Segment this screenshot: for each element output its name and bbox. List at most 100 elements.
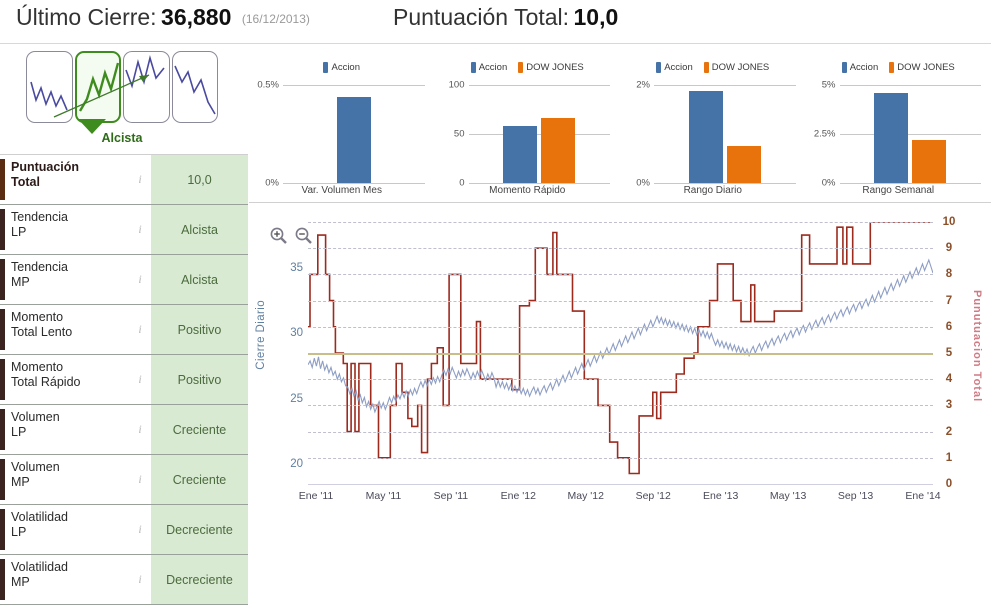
legend-swatch [518,62,524,73]
zoom-out-icon[interactable] [294,226,313,245]
sidebar: Alcista Puntuación Total i 10,0 Tendencia LP i… [0,45,248,612]
x-tick: May '13 [769,490,807,502]
mini-gridline [468,134,610,135]
x-tick: Ene '14 [905,490,941,502]
legend-swatch [470,62,476,73]
mini-chart-title: Momento Rápido [489,185,566,196]
mini-chart-plot: 0% 2.5% 5% [814,80,982,189]
mini-bar[interactable] [336,96,371,183]
legend-label: Accion [849,62,879,73]
indicator-accent-bar [0,309,5,350]
info-icon[interactable]: i [138,172,142,186]
mini-gridline [468,183,610,184]
mini-chart-legend: Accion [249,62,435,73]
indicator-row[interactable]: Volumen LP i Creciente [0,405,248,455]
y-tick-right: 10 [942,216,956,228]
indicator-label: Tendencia LP [11,210,68,239]
total-score-block: Puntuación Total: 10,0 [393,4,618,31]
pattern-panels [26,51,219,123]
legend-swatch [889,62,895,73]
pattern-cell-2[interactable] [123,51,170,123]
mini-y-tick: 2% [636,79,650,91]
info-icon[interactable]: i [138,472,142,486]
pattern-sparkline-up-icon [78,62,119,112]
info-icon[interactable]: i [138,372,142,386]
zoom-in-icon[interactable] [269,226,288,245]
indicator-accent-bar [0,459,5,500]
pattern-sparkline-down-icon [173,65,216,115]
mini-chart-3: Accion DOW JONES 0% 2% Rango Diario [620,45,806,203]
info-icon[interactable]: i [138,322,142,336]
mini-bar[interactable] [688,90,723,183]
indicator-label: Momento Total Lento [11,310,73,339]
legend-item: Accion [841,62,879,73]
y-tick-left: 30 [290,327,303,340]
mini-gridline [839,85,981,86]
mini-gridline [468,85,610,86]
indicator-row[interactable]: Volatilidad MP i Decreciente [0,555,248,605]
info-icon[interactable]: i [138,522,142,536]
mini-gridline [654,183,796,184]
x-tick: Sep '12 [635,490,671,502]
indicator-row[interactable]: Volatilidad LP i Decreciente [0,505,248,555]
indicator-value: Alcista [151,205,248,254]
gridline [308,222,933,223]
mini-charts-row: Accion 0% 0.5% Var. Volumen Mes Accion DOW JO… [249,45,991,203]
mini-bar[interactable] [726,145,761,183]
indicator-value: 10,0 [151,155,248,204]
mini-y-tick: 5% [821,79,836,91]
plot-area[interactable] [307,221,934,485]
mini-bar[interactable] [874,93,909,183]
y-axis-left-label: Cierre Diario [255,300,267,370]
mini-bar[interactable] [503,126,538,183]
indicator-row[interactable]: Tendencia MP i Alcista [0,255,248,305]
indicator-row[interactable]: Puntuación Total i 10,0 [0,155,248,205]
pattern-cell-1[interactable] [74,51,122,123]
indicator-table: Puntuación Total i 10,0 Tendencia LP i Alcista T… [0,155,248,605]
mini-chart-plot: 0% 0.5% [257,80,425,189]
mini-chart-title: Rango Diario [683,185,742,196]
indicator-accent-bar [0,359,5,400]
last-close-date: (16/12/2013) [241,12,310,26]
last-close-label: Último Cierre: [16,4,157,30]
mini-y-tick: 0% [636,177,650,189]
gridline [308,457,933,459]
legend-swatch [703,62,709,73]
mini-bars [469,85,611,183]
indicator-label: Volatilidad LP [11,510,68,539]
indicator-accent-bar [0,159,5,200]
pattern-sparkline-icon [125,54,165,89]
info-icon[interactable]: i [138,272,142,286]
gridline [308,431,933,433]
mini-gridline [839,134,981,135]
info-icon[interactable]: i [138,572,142,586]
indicator-label: Volumen MP [11,460,60,489]
indicator-row[interactable]: Volumen MP i Creciente [0,455,248,505]
legend-item: DOW JONES [518,62,584,73]
pattern-cell-0[interactable] [26,51,73,123]
legend-label: Accion [664,62,693,73]
mini-bars [840,85,982,183]
indicator-label: Volumen LP [11,410,60,439]
indicator-row[interactable]: Tendencia LP i Alcista [0,205,248,255]
pattern-cell-3[interactable] [171,51,219,123]
legend-item: Accion [323,62,360,73]
y-tick-right: 1 [945,451,953,464]
legend-label: Accion [478,62,508,73]
header-bar: Último Cierre: 36,880 (16/12/2013) Puntu… [0,0,991,44]
indicator-row[interactable]: Momento Total Rápido i Positivo [0,355,248,405]
gridline [308,405,933,407]
y-tick-right: 9 [945,242,953,255]
mini-chart-legend: Accion DOW JONES [620,62,806,73]
mini-y-tick: 50 [453,128,465,140]
info-icon[interactable]: i [138,222,142,236]
y-tick-right: 4 [945,373,953,386]
mini-bar[interactable] [541,118,576,183]
info-icon[interactable]: i [138,422,142,436]
legend-swatch [656,62,662,73]
indicator-row[interactable]: Momento Total Lento i Positivo [0,305,248,355]
y-tick-left: 20 [290,458,303,471]
indicator-value: Alcista [151,255,248,304]
mini-bar[interactable] [912,139,947,183]
x-tick: Ene '11 [298,490,334,502]
